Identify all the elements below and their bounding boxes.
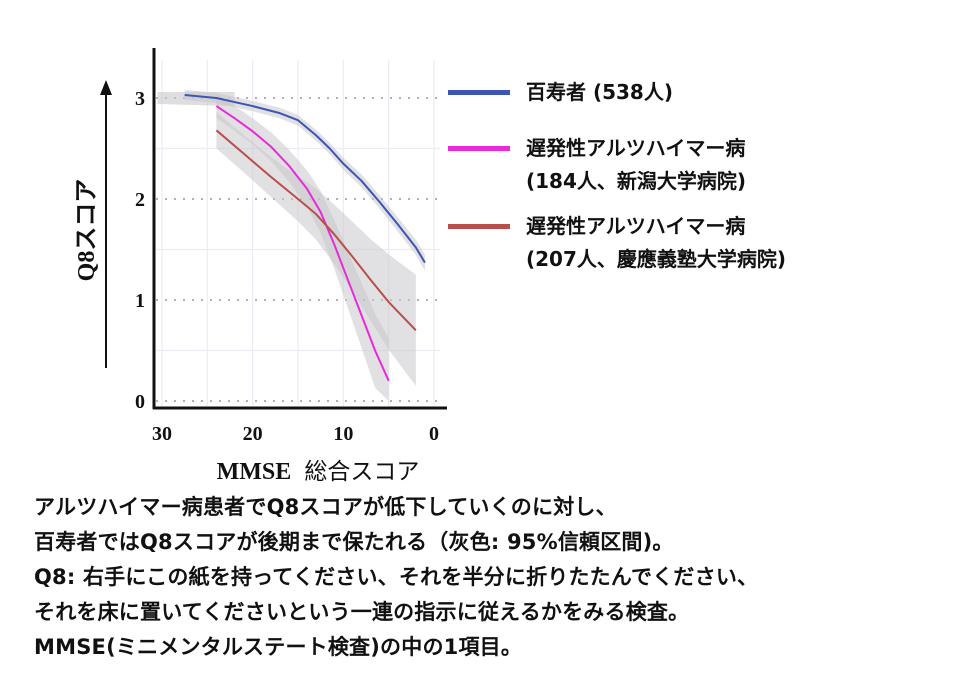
x-tick-label: 0 bbox=[429, 423, 439, 445]
y-tick-labels: 0 1 2 3 bbox=[135, 88, 145, 413]
confidence-band bbox=[157, 91, 235, 107]
legend-sublabel: (207人、慶應義塾大学病院) bbox=[526, 247, 787, 271]
y-axis-label: Q8スコア bbox=[74, 179, 100, 282]
series-lines bbox=[184, 93, 426, 382]
x-tick-label: 10 bbox=[333, 423, 353, 445]
legend-swatch-magenta bbox=[448, 146, 510, 151]
x-tick-labels: 30 20 10 0 bbox=[152, 423, 439, 445]
arrow-up-icon bbox=[100, 80, 112, 95]
legend-label: 遅発性アルツハイマー病 bbox=[526, 136, 746, 160]
y-tick-label: 0 bbox=[135, 391, 145, 413]
legend-item-centenarians: 百寿者 (538人) bbox=[448, 76, 673, 109]
legend-sublabel: (184人、新潟大学病院) bbox=[526, 169, 747, 193]
x-tick-label: 20 bbox=[243, 423, 263, 445]
legend-label: 百寿者 (538人) bbox=[526, 80, 673, 104]
series-line bbox=[184, 93, 426, 264]
y-tick-label: 2 bbox=[135, 189, 145, 211]
legend-item-ad-keio: 遅発性アルツハイマー病 (207人、慶應義塾大学病院) bbox=[448, 210, 786, 276]
series-line bbox=[215, 105, 390, 382]
confidence-band bbox=[216, 93, 389, 402]
legend-swatch-red bbox=[448, 224, 510, 229]
confidence-bands bbox=[157, 89, 425, 402]
caption-line: Q8: 右手にこの紙を持ってください、それを半分に折りたたんでください、 bbox=[34, 565, 759, 589]
y-tick-label: 3 bbox=[135, 88, 145, 110]
caption-line: 百寿者ではQ8スコアが後期まで保たれる（灰色: 95%信頼区間)。 bbox=[34, 530, 674, 554]
y-tick-label: 1 bbox=[135, 290, 145, 312]
legend-label: 遅発性アルツハイマー病 bbox=[526, 214, 746, 238]
series-line bbox=[215, 129, 417, 331]
confidence-band bbox=[216, 112, 416, 386]
legend-swatch-blue bbox=[448, 90, 510, 95]
x-axis-label: MMSE 総合スコア bbox=[217, 459, 420, 485]
legend-item-ad-niigata: 遅発性アルツハイマー病 (184人、新潟大学病院) bbox=[448, 132, 746, 198]
x-tick-label: 30 bbox=[152, 423, 172, 445]
line-chart: 0 1 2 3 30 20 10 0 Q8スコア MMSE 総合スコア bbox=[74, 48, 447, 485]
caption-line: MMSE(ミニメンタルステート検査)の中の1項目。 bbox=[34, 635, 523, 659]
caption: アルツハイマー病患者でQ8スコアが低下していくのに対し、 百寿者ではQ8スコアが… bbox=[34, 490, 974, 665]
caption-line: それを床に置いてくださいという一連の指示に従えるかをみる検査。 bbox=[34, 600, 690, 624]
caption-line: アルツハイマー病患者でQ8スコアが低下していくのに対し、 bbox=[34, 495, 617, 519]
